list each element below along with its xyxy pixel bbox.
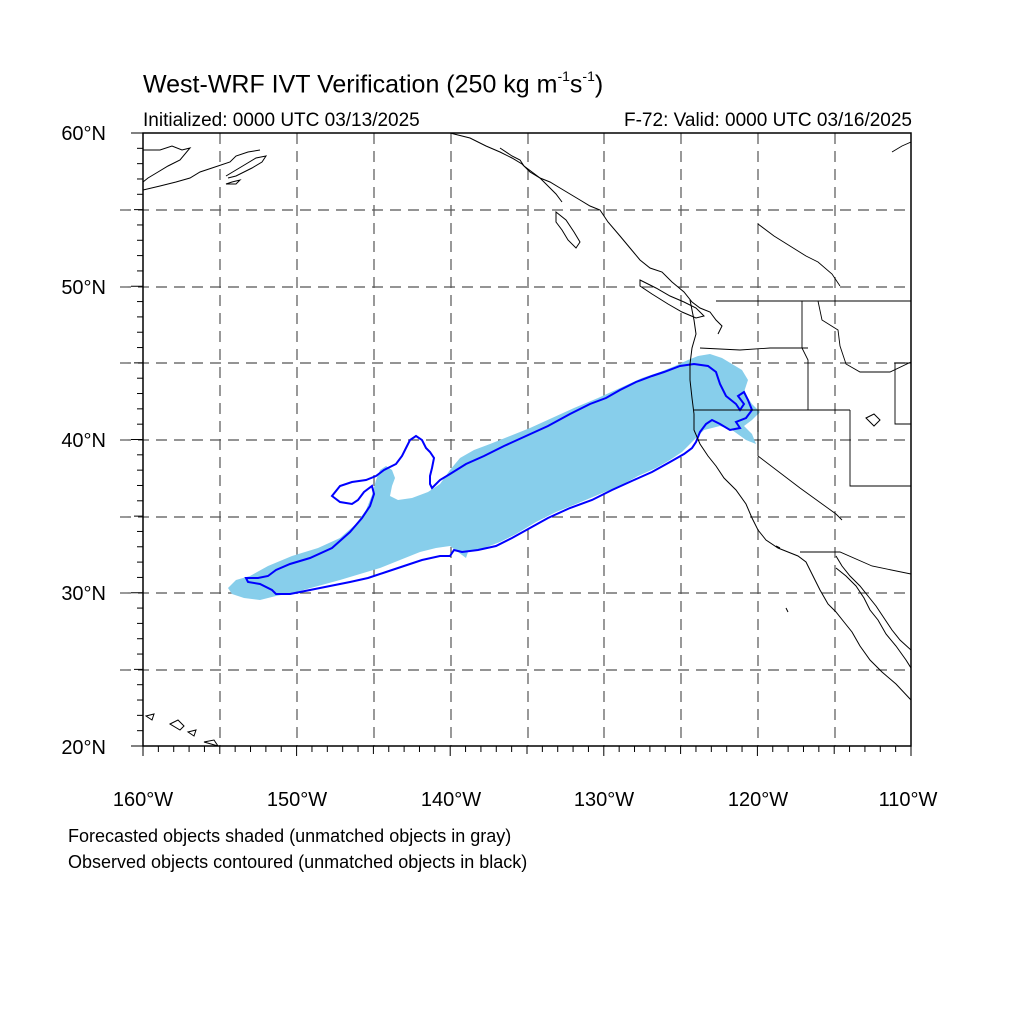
axis-ticks	[131, 132, 912, 756]
observed-note: Observed objects contoured (unmatched ob…	[68, 852, 528, 872]
forecast-ivt-object	[228, 354, 760, 600]
lon-label-130w: 130°W	[574, 789, 634, 811]
plot-title: West-WRF IVT Verification (250 kg m-1s-1…	[143, 68, 604, 99]
lon-label-140w: 140°W	[421, 789, 481, 811]
lon-label-120w: 120°W	[728, 789, 788, 811]
lat-label-60: 60°N	[61, 123, 106, 145]
valid-time-label: F-72: Valid: 0000 UTC 03/16/2025	[624, 110, 912, 131]
coastlines	[143, 133, 911, 746]
lat-label-30: 30°N	[61, 583, 106, 605]
lon-label-150w: 150°W	[267, 789, 327, 811]
x-axis-labels: 160°W 150°W 140°W 130°W 120°W 110°W	[113, 789, 938, 811]
lon-label-110w: 110°W	[879, 789, 938, 811]
lat-label-50: 50°N	[61, 277, 106, 299]
forecast-note: Forecasted objects shaded (unmatched obj…	[68, 826, 512, 846]
lat-label-40: 40°N	[61, 430, 106, 452]
init-time-label: Initialized: 0000 UTC 03/13/2025	[143, 110, 420, 131]
political-boundaries	[694, 141, 911, 575]
y-axis-labels: 60°N 50°N 40°N 30°N 20°N	[61, 123, 106, 759]
lat-label-20: 20°N	[61, 737, 106, 759]
observed-ivt-contour	[244, 362, 754, 595]
lon-label-160w: 160°W	[113, 789, 173, 811]
